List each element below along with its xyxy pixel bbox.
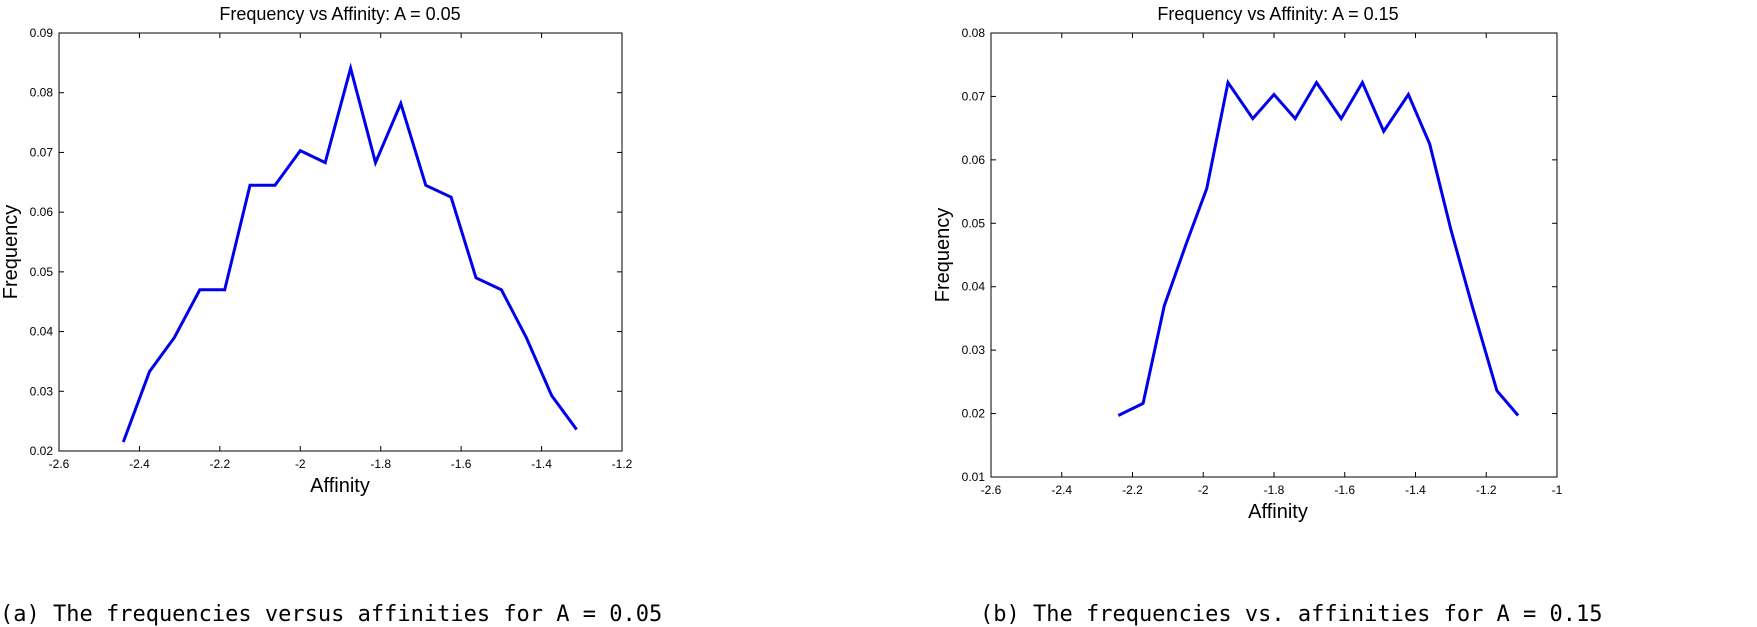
x-axis-label: Affinity (310, 475, 370, 497)
figure-caption-a: (a) The frequencies versus affinities fo… (0, 602, 662, 627)
x-tick-label: -2.2 (210, 457, 231, 471)
x-tick-label: -1.2 (612, 457, 633, 471)
x-tick-label: -2.4 (129, 457, 150, 471)
series-line (121, 62, 578, 443)
series-lines (1117, 78, 1520, 417)
x-axis-ticks: -2.6 -2.4 -2.2 -2 -1.8 -1.6 -1.4 -1.2 (49, 33, 633, 471)
plot-frame (58, 32, 623, 452)
y-axis-label: Frequency (932, 208, 954, 303)
y-tick-label: 0.04 (30, 325, 54, 339)
series-lines (121, 62, 578, 443)
y-tick-label: 0.05 (962, 216, 986, 230)
x-tick-label: -2.4 (1051, 483, 1072, 497)
x-tick-label: -1.6 (1334, 483, 1355, 497)
y-tick-label: 0.06 (30, 205, 54, 219)
x-tick-label: -2 (295, 457, 306, 471)
x-tick-label: -1.8 (370, 457, 391, 471)
x-axis-label: Affinity (1248, 501, 1308, 523)
y-tick-label: 0.07 (30, 145, 54, 159)
y-tick-label: 0.02 (30, 444, 54, 458)
y-axis-ticks: 0.02 0.03 0.04 0.05 0.06 0.07 0.08 0.09 (30, 26, 622, 458)
y-axis-label: Frequency (0, 205, 22, 300)
x-axis-ticks: -2.6 -2.4 -2.2 -2 -1.8 -1.6 -1.4 -1.2 -1 (981, 33, 1563, 497)
x-tick-label: -2.6 (49, 457, 70, 471)
y-tick-label: 0.05 (30, 265, 54, 279)
y-tick-label: 0.02 (962, 407, 986, 421)
y-tick-label: 0.01 (962, 470, 986, 484)
y-tick-label: 0.04 (962, 280, 986, 294)
y-tick-label: 0.03 (962, 343, 986, 357)
y-axis-ticks: 0.01 0.02 0.03 0.04 0.05 0.06 0.07 0.08 (962, 26, 1557, 484)
x-tick-label: -2.2 (1122, 483, 1143, 497)
chart-panel-b: Frequency vs Affinity: A = 0.15 -2.6 -2.4… (932, 4, 1603, 627)
chart-title: Frequency vs Affinity: A = 0.15 (1157, 4, 1398, 24)
series-line (1117, 78, 1520, 417)
chart-panel-a: Frequency vs Affinity: A = 0.05 -2.6 -2.4… (0, 4, 662, 627)
x-tick-label: -1.6 (451, 457, 472, 471)
x-tick-label: -1.8 (1264, 483, 1285, 497)
chart-title: Frequency vs Affinity: A = 0.05 (219, 4, 460, 24)
x-tick-label: -2.6 (981, 483, 1002, 497)
y-tick-label: 0.07 (962, 89, 986, 103)
x-tick-label: -1.2 (1476, 483, 1497, 497)
x-tick-label: -2 (1198, 483, 1209, 497)
y-tick-label: 0.08 (962, 26, 986, 40)
x-tick-label: -1 (1552, 483, 1563, 497)
x-tick-label: -1.4 (531, 457, 552, 471)
figure-caption-b: (b) The frequencies vs. affinities for A… (980, 602, 1603, 627)
y-tick-label: 0.03 (30, 384, 54, 398)
plot-frame (990, 32, 1558, 478)
y-tick-label: 0.06 (962, 153, 986, 167)
y-tick-label: 0.08 (30, 86, 54, 100)
x-tick-label: -1.4 (1405, 483, 1426, 497)
y-tick-label: 0.09 (30, 26, 54, 40)
